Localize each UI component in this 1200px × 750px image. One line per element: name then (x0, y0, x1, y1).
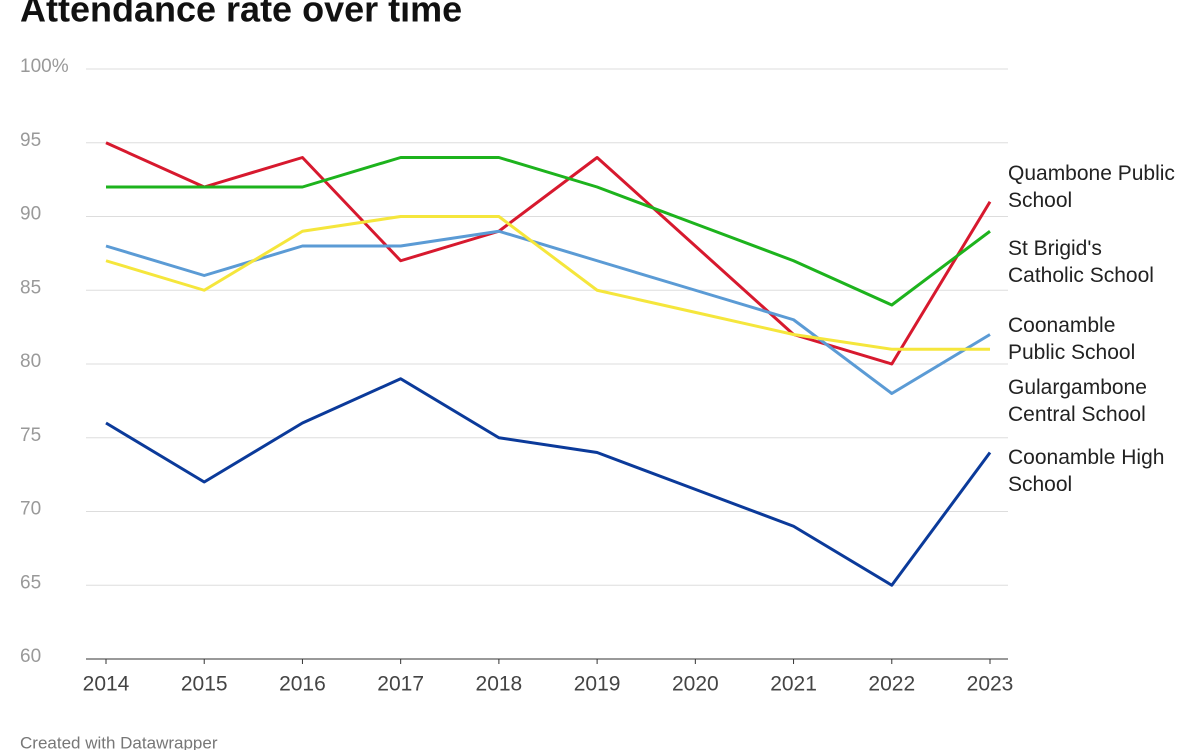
x-tick-label: 2015 (181, 673, 228, 696)
y-tick-label: 75 (20, 425, 41, 446)
y-tick-label: 80 (20, 351, 41, 372)
x-tick-label: 2018 (476, 673, 523, 696)
series-label: St Brigid's Catholic School (1008, 237, 1154, 287)
series-line (105, 215, 990, 351)
x-tick-label: 2020 (672, 673, 719, 696)
x-tick-label: 2022 (868, 673, 915, 696)
series-label: Quambone Public School (1008, 162, 1175, 212)
footer: Created with Datawrapper (20, 733, 218, 750)
y-tick-label: 70 (20, 499, 41, 520)
x-tick-label: 2014 (83, 673, 130, 696)
x-tick-label: 2021 (770, 673, 817, 696)
series-label: Gulargambone Central School (1008, 376, 1147, 426)
y-tick-label: 60 (20, 646, 41, 667)
series-line (105, 141, 992, 366)
series-line (106, 156, 991, 307)
y-tick-label: 65 (20, 572, 41, 593)
x-tick-label: 2019 (574, 673, 621, 696)
series-label: Coonamble High School (1008, 446, 1165, 496)
x-tick-label: 2023 (967, 673, 1014, 696)
y-tick-label: 100% (20, 56, 69, 77)
chart-title: Attendance rate over time (20, 0, 462, 30)
x-tick-label: 2016 (279, 673, 326, 696)
x-tick-label: 2017 (377, 673, 424, 696)
y-tick-label: 85 (20, 277, 41, 298)
y-tick-label: 95 (20, 130, 41, 151)
series-line (105, 229, 991, 395)
y-tick-label: 90 (20, 204, 41, 225)
series-line (105, 377, 992, 587)
series-label: Coonamble Public School (1008, 314, 1136, 364)
